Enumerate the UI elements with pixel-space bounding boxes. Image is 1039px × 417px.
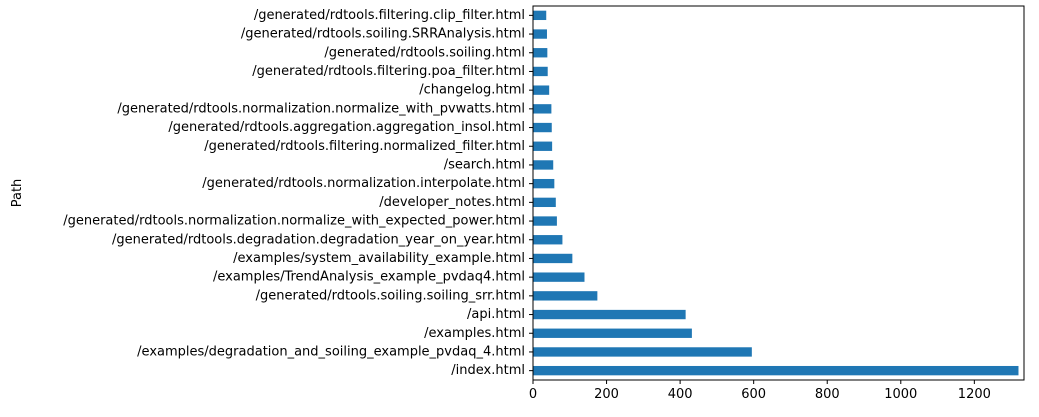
bar-generated-rdtools-normalization-interpolate-html xyxy=(533,178,555,189)
bar-changelog-html xyxy=(533,85,550,95)
y-tick-label: /generated/rdtools.degradation.degradati… xyxy=(112,232,525,247)
bar-developer-notes-html xyxy=(533,197,556,208)
bar-generated-rdtools-normalization-normalize-with-pvwatts-html xyxy=(533,104,552,114)
x-tick-label: 400 xyxy=(668,387,693,402)
bar-generated-rdtools-soiling-html xyxy=(533,48,548,58)
y-axis-label: Path xyxy=(10,179,25,208)
y-tick-label: /examples.html xyxy=(424,326,525,341)
y-tick-label: /generated/rdtools.normalization.normali… xyxy=(117,101,525,116)
y-tick-label: /generated/rdtools.normalization.normali… xyxy=(63,214,525,229)
x-tick-label: 1200 xyxy=(958,387,991,402)
bar-examples-system-availability-example-html xyxy=(533,253,573,264)
x-tick-label: 0 xyxy=(529,387,537,402)
bar-generated-rdtools-degradation-degradation-year-on-year-html xyxy=(533,235,563,245)
y-tick-label: /search.html xyxy=(444,157,525,172)
x-tick-label: 800 xyxy=(815,387,840,402)
y-tick-label: /generated/rdtools.aggregation.aggregati… xyxy=(168,120,525,135)
x-tick-label: 600 xyxy=(741,387,766,402)
bar-generated-rdtools-soiling-soiling-srr-html xyxy=(533,291,598,301)
y-tick-label: /generated/rdtools.filtering.clip_filter… xyxy=(254,8,525,23)
bar-generated-rdtools-aggregation-aggregation-insol-html xyxy=(533,122,552,133)
bar-search-html xyxy=(533,160,554,170)
bar-generated-rdtools-normalization-normalize-with-expected-power-html xyxy=(533,216,557,226)
bars-layer xyxy=(533,10,1019,376)
plot-frame xyxy=(532,5,1025,381)
bar-generated-rdtools-filtering-normalized-filter-html xyxy=(533,141,553,151)
bar-index-html xyxy=(533,365,1019,376)
y-tick-label: /generated/rdtools.soiling.html xyxy=(324,45,525,60)
x-tick-label: 200 xyxy=(594,387,619,402)
bar-examples-html xyxy=(533,328,692,338)
y-tick-label: /developer_notes.html xyxy=(379,195,525,210)
y-tick-label: /examples/degradation_and_soiling_exampl… xyxy=(137,344,525,359)
x-tick-label: 1000 xyxy=(884,387,917,402)
y-axis-ticks: /index.html/examples/degradation_and_soi… xyxy=(63,8,533,378)
y-tick-label: /generated/rdtools.soiling.soiling_srr.h… xyxy=(256,288,525,303)
y-tick-label: /api.html xyxy=(467,307,525,322)
y-tick-label: /generated/rdtools.normalization.interpo… xyxy=(202,176,525,191)
bar-examples-trendanalysis-example-pvdaq4-html xyxy=(533,272,585,282)
y-tick-label: /index.html xyxy=(451,363,525,378)
y-tick-label: /examples/TrendAnalysis_example_pvdaq4.h… xyxy=(213,270,525,285)
bar-generated-rdtools-filtering-clip-filter-html xyxy=(533,10,547,21)
y-tick-label: /generated/rdtools.filtering.poa_filter.… xyxy=(252,64,525,79)
bar-examples-degradation-and-soiling-example-pvdaq-4-html xyxy=(533,347,752,357)
y-tick-label: /changelog.html xyxy=(419,83,525,98)
bar-generated-rdtools-soiling-srranalysis-html xyxy=(533,29,547,39)
y-tick-label: /generated/rdtools.filtering.normalized_… xyxy=(204,139,525,154)
bar-api-html xyxy=(533,309,686,320)
x-axis-ticks: 0 200 400 600 800 1000 1200 xyxy=(529,380,991,402)
bar-generated-rdtools-filtering-poa-filter-html xyxy=(533,66,548,77)
y-tick-label: /generated/rdtools.soiling.SRRAnalysis.h… xyxy=(241,27,525,42)
y-tick-label: /examples/system_availability_example.ht… xyxy=(233,251,525,266)
